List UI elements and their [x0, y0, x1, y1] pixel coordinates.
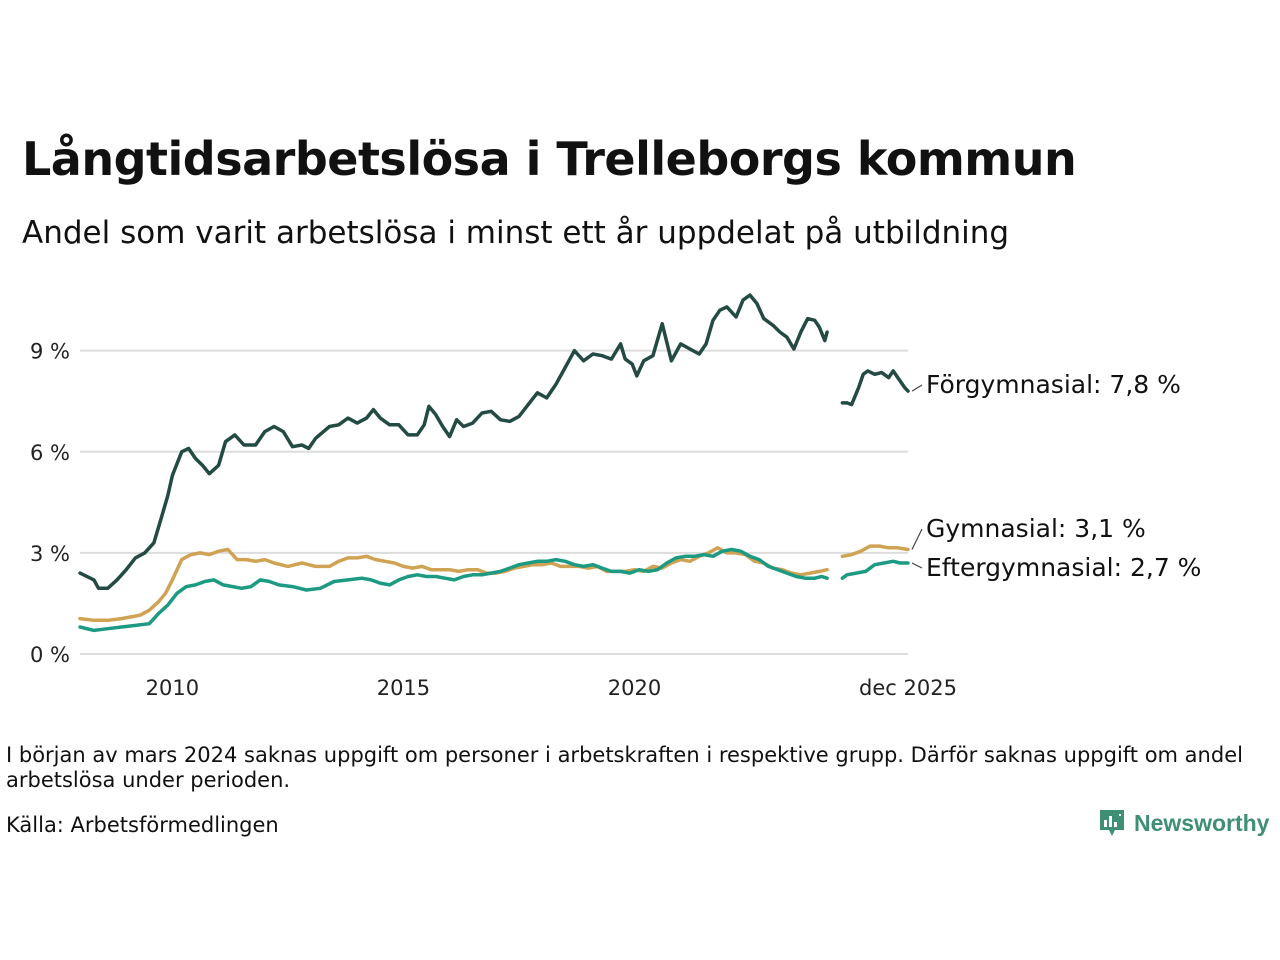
x-tick-label: 2015 [377, 676, 430, 700]
y-tick-label: 9 % [30, 340, 70, 364]
series-end-labels: Gymnasial: 3,1 % Eftergymnasial: 2,7 % För… [911, 370, 1201, 582]
x-tick-label: dec 2025 [859, 676, 957, 700]
series-lines [78, 293, 910, 633]
brand-name: Newsworthy [1134, 809, 1270, 836]
series-end-label-eftergymnasial: Eftergymnasial: 2,7 % [926, 553, 1201, 582]
series-line-forgymnasial [78, 293, 829, 591]
gridlines [80, 349, 908, 655]
series-line-gymnasial [840, 544, 910, 559]
label-leader-line [911, 384, 923, 392]
chart-title: Långtidsarbetslösa i Trelleborgs kommun [22, 132, 1077, 186]
series-line-forgymnasial [840, 369, 910, 407]
newsworthy-logo[interactable]: Newsworthy [1098, 808, 1269, 838]
x-axis-ticks: 2010 2015 2020 dec 2025 [146, 676, 957, 700]
y-tick-label: 6 % [30, 441, 70, 465]
footnote: I början av mars 2024 saknas uppgift om … [6, 743, 1243, 792]
label-leader-line [911, 562, 923, 569]
y-tick-label: 0 % [30, 643, 70, 667]
x-tick-label: 2020 [608, 676, 661, 700]
x-tick-label: 2010 [146, 676, 199, 700]
series-line-eftergymnasial [78, 547, 829, 633]
chart-subtitle: Andel som varit arbetslösa i minst ett å… [22, 215, 1010, 251]
series-line-eftergymnasial [840, 559, 910, 580]
source-text: Källa: Arbetsförmedlingen [6, 813, 279, 837]
y-tick-label: 3 % [30, 542, 70, 566]
brand-logo-icon [1100, 810, 1124, 836]
series-end-label-forgymnasial: Förgymnasial: 7,8 % [926, 370, 1181, 399]
series-end-label-gymnasial: Gymnasial: 3,1 % [926, 514, 1146, 543]
label-leader-line [911, 528, 923, 550]
y-axis-ticks: 0 % 3 % 6 % 9 % [30, 340, 70, 667]
series-line-gymnasial [78, 546, 829, 623]
